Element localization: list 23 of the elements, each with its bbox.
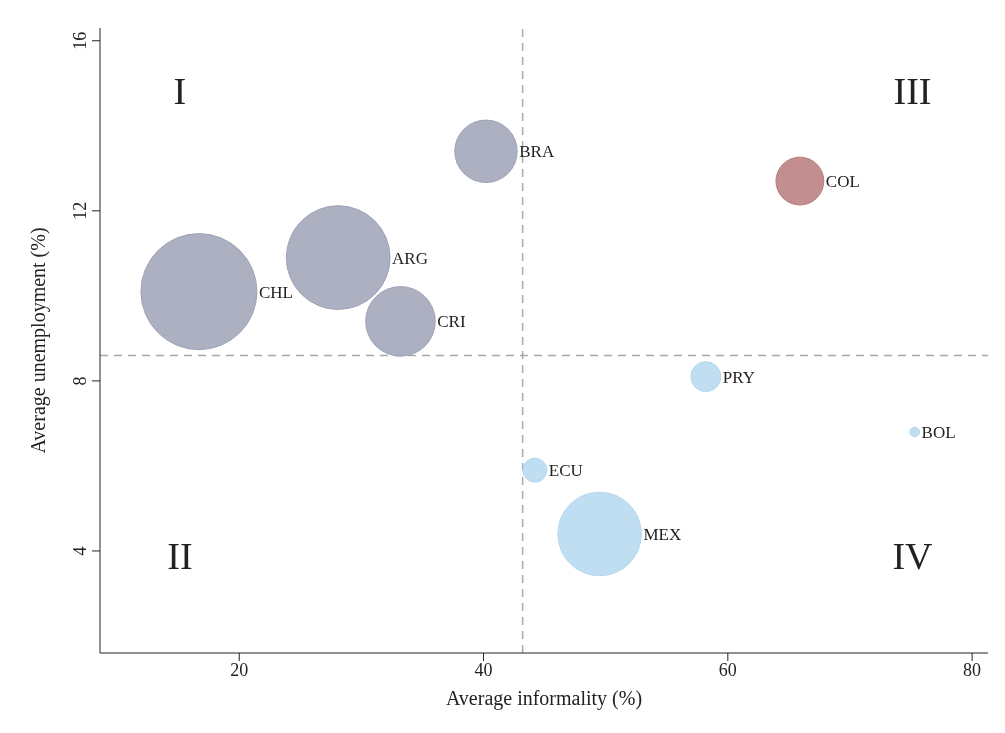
series-label: BOL: [921, 422, 956, 442]
series-label: MEX: [643, 524, 682, 544]
y-tick-label: 4: [70, 546, 90, 556]
series-label: ECU: [548, 461, 583, 481]
annotation: III: [893, 69, 932, 112]
x-tick-label: 40: [474, 659, 493, 680]
series-label: BRA: [519, 142, 555, 162]
x-tick-label: 60: [718, 659, 737, 680]
y-axis-title: Average unemployment (%): [27, 227, 51, 454]
x-tick-label: 20: [230, 659, 249, 680]
y-tick-label: 16: [70, 31, 90, 50]
y-tick-label: 8: [70, 376, 90, 386]
series-label: CHL: [258, 282, 293, 302]
series-label: COL: [825, 172, 860, 192]
series-label: ARG: [392, 248, 428, 268]
annotation: I: [173, 69, 187, 112]
series-label: CRI: [437, 312, 466, 332]
x-axis-title: Average informality (%): [445, 687, 643, 710]
annotation: IV: [892, 534, 934, 577]
annotation: II: [167, 534, 193, 577]
y-tick-label: 12: [70, 201, 90, 220]
series-label: PRY: [722, 367, 755, 387]
x-tick-label: 80: [963, 659, 982, 680]
